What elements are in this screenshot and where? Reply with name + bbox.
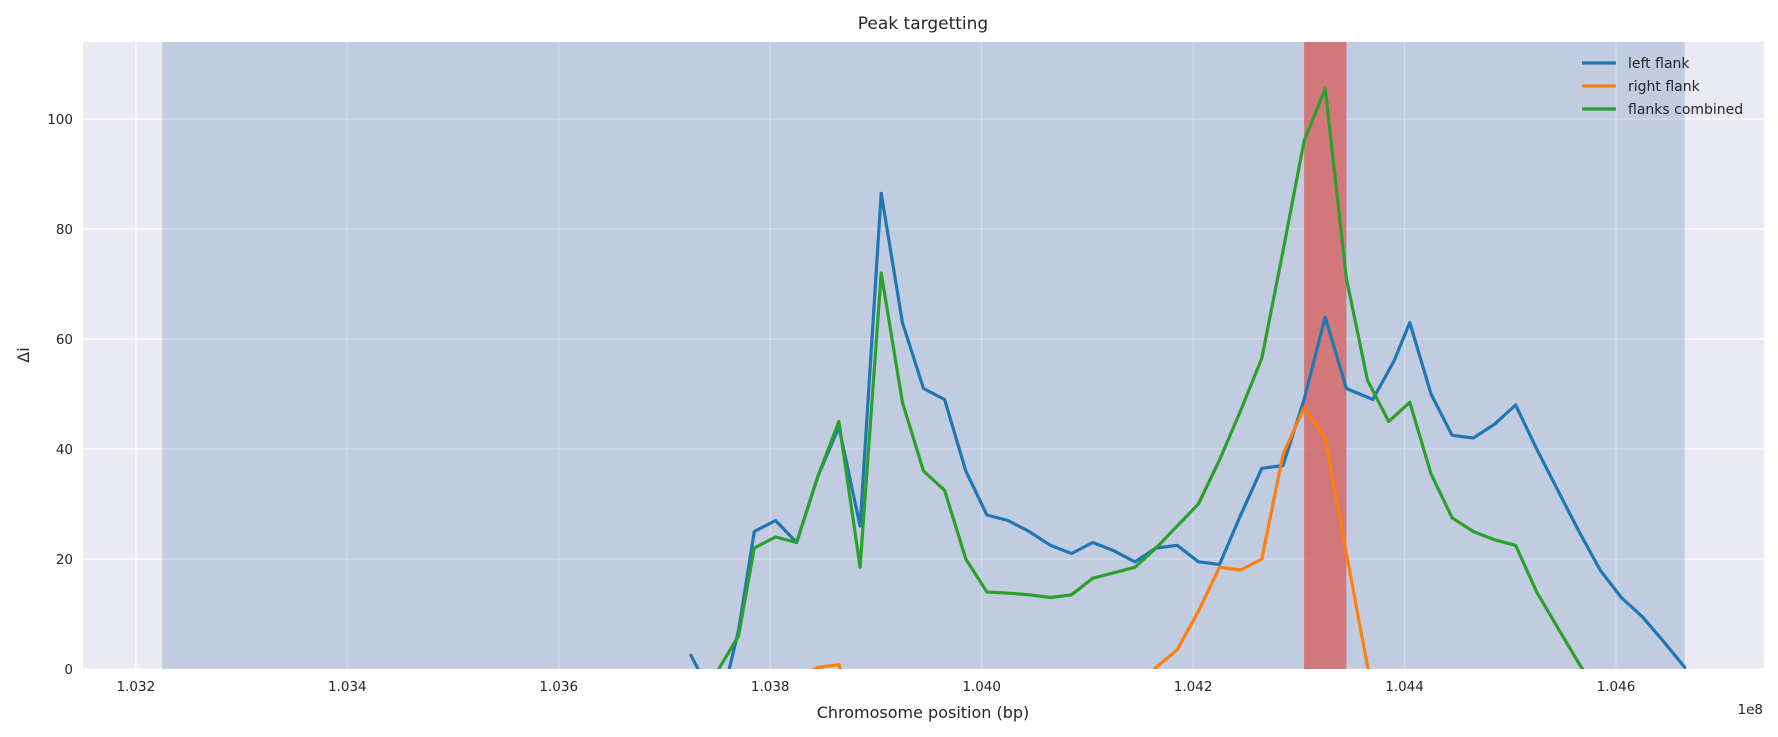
series-lines <box>689 87 1687 669</box>
x-axis-label: Chromosome position (bp) <box>817 703 1030 722</box>
y-axis-label: Δi <box>14 347 33 362</box>
plot-background <box>83 42 1764 669</box>
chart-title: Peak targetting <box>858 14 988 34</box>
series-line-1 <box>811 406 1371 669</box>
regions <box>162 42 1685 669</box>
x-axis-offset-label: 1e8 <box>1738 702 1763 718</box>
x-tick-label-6: 1.044 <box>1385 679 1424 695</box>
series-line-2 <box>716 87 1585 669</box>
legend: left flank right flank flanks combined <box>1582 56 1743 118</box>
x-tick-label-0: 1.032 <box>117 679 156 695</box>
y-tick-label-1: 20 <box>56 552 73 568</box>
x-tick-label-7: 1.046 <box>1597 679 1636 695</box>
x-tick-label-3: 1.038 <box>751 679 790 695</box>
grid <box>83 42 1764 670</box>
x-tick-label-4: 1.040 <box>962 679 1001 695</box>
legend-label-2: flanks combined <box>1628 102 1743 118</box>
x-tick-label-1: 1.034 <box>328 679 367 695</box>
legend-label-0: left flank <box>1628 56 1690 72</box>
y-axis-ticks: 0 20 40 60 80 100 <box>47 112 73 678</box>
y-tick-label-0: 0 <box>64 662 73 678</box>
legend-label-1: right flank <box>1628 79 1701 95</box>
x-axis-ticks: 1.032 1.034 1.036 1.038 1.040 1.042 1.044 1.046 <box>117 679 1636 695</box>
shaded-region <box>162 42 1685 669</box>
x-tick-label-5: 1.042 <box>1174 679 1213 695</box>
y-tick-label-4: 80 <box>56 222 73 238</box>
x-tick-label-2: 1.036 <box>539 679 578 695</box>
y-tick-label-2: 40 <box>56 442 73 458</box>
y-tick-label-5: 100 <box>47 112 73 128</box>
y-tick-label-3: 60 <box>56 332 73 348</box>
highlight-region <box>1304 42 1347 669</box>
